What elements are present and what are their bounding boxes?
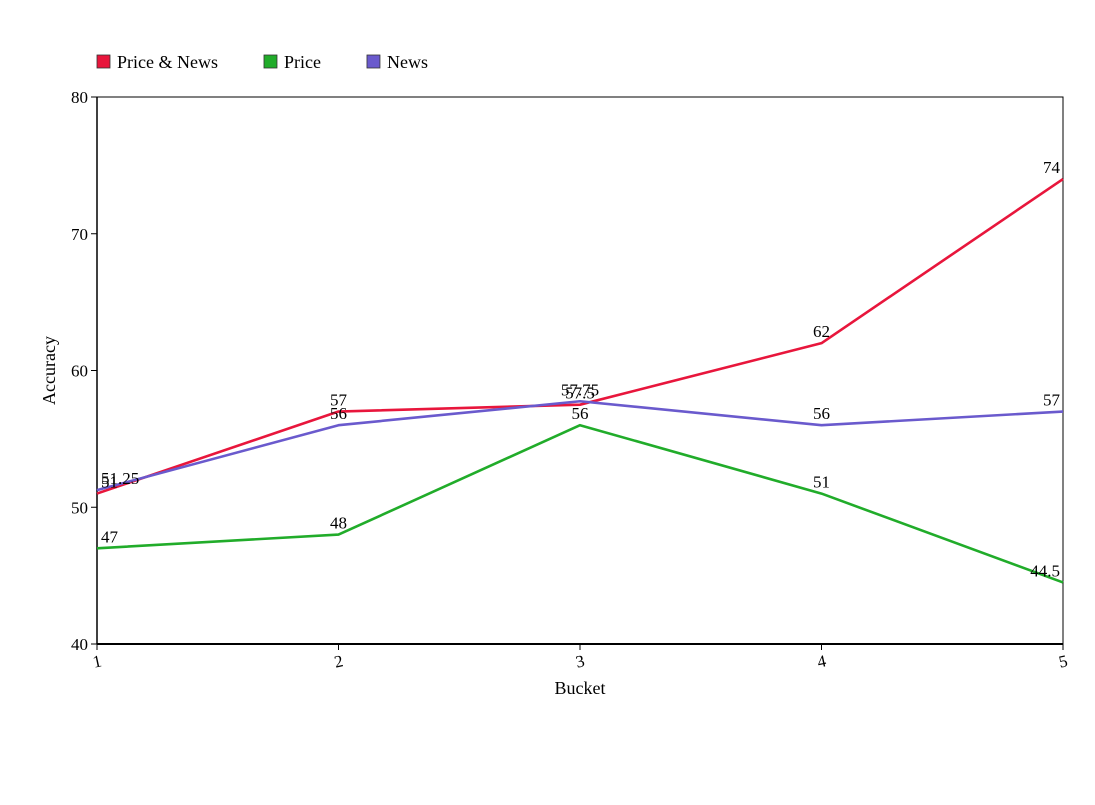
legend-swatch [96,54,111,69]
data-label: 51 [101,473,118,492]
x-tick-label: 4 [815,651,828,671]
x-tick-label: 5 [1057,651,1069,671]
y-tick-label: 40 [71,635,88,654]
series-line-2 [96,423,1064,584]
legend-label: Price & News [117,52,218,72]
y-tick-label: 50 [71,498,88,517]
x-tick-label: 2 [332,651,344,671]
series-line-3 [96,399,1064,492]
x-tick-label: 1 [91,651,103,671]
legend-swatch [263,54,278,69]
y-axis-ticks: 40 50 60 70 80 [71,88,97,654]
data-label: 51 [813,473,830,492]
data-label: 57.75 [561,380,599,399]
legend: Price & News Price News [96,52,428,72]
data-label: 56 [330,404,347,423]
data-label: 56 [572,404,589,423]
plot-area [96,96,1064,645]
legend-swatch [366,54,381,69]
data-label: 57 [1043,391,1061,410]
data-label: 57 [330,391,348,410]
y-tick-label: 60 [71,362,88,381]
legend-label: News [387,52,428,72]
data-label: 57.5 [565,384,595,403]
x-axis-ticks: 1 2 3 4 5 [91,644,1069,672]
data-label: 62 [813,322,830,341]
data-label: 74 [1043,158,1061,177]
data-label: 51.25 [101,469,139,488]
series-lines [96,177,1064,584]
data-label: 56 [813,404,830,423]
y-tick-label: 80 [71,88,88,107]
x-tick-label: 3 [574,651,586,671]
y-tick-label: 70 [71,225,88,244]
data-label: 48 [330,514,347,533]
x-axis-title: Bucket [555,678,606,698]
data-label: 47 [101,527,119,546]
data-label: 44.5 [1030,561,1060,580]
series-line-1 [96,177,1064,495]
legend-label: Price [284,52,321,72]
y-axis-title: Accuracy [39,336,59,405]
